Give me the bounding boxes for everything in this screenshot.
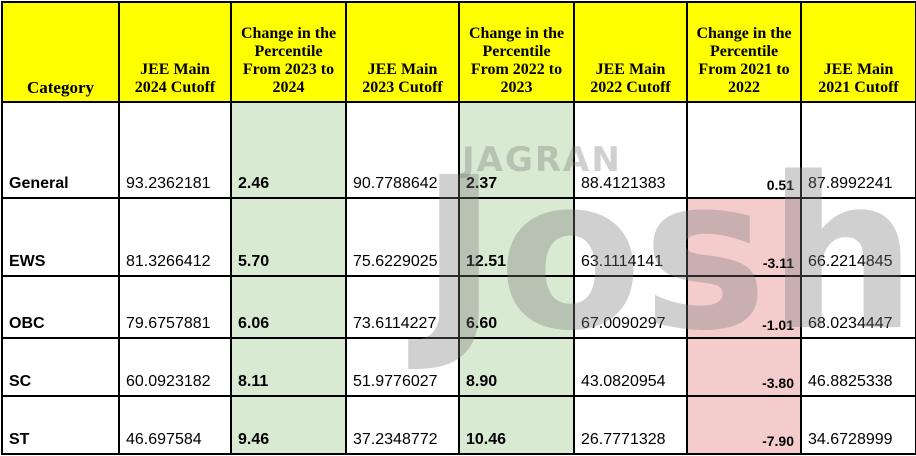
value-cell: 6.06 [230,275,347,339]
table-body: General 93.2362181 2.46 90.7788642 2.37 88.41… [1,101,916,455]
value-cell: 26.7771328 [573,395,688,455]
table-row: OBC 79.6757881 6.06 73.6114227 6.60 67.009029… [1,275,916,339]
header-row: Category JEE Main 2024 Cutoff Change in th… [1,1,916,103]
header-cell: JEE Main 2021 Cutoff [800,1,916,103]
value-cell: 87.8992241 [800,101,916,199]
category-cell: General [1,101,120,199]
value-cell: 43.0820954 [573,337,688,397]
value-cell: 37.2348772 [345,395,460,455]
value-cell: 75.6229025 [345,197,460,277]
category-cell: OBC [1,275,120,339]
value-cell: 66.2214845 [800,197,916,277]
value-cell: 46.697584 [118,395,232,455]
value-cell: 73.6114227 [345,275,460,339]
value-cell: 63.1114141 [573,197,688,277]
category-cell: ST [1,395,120,455]
header-cell: JEE Main 2023 Cutoff [345,1,460,103]
value-cell: 79.6757881 [118,275,232,339]
value-cell: 8.90 [458,337,575,397]
category-cell: EWS [1,197,120,277]
value-cell: 46.8825338 [800,337,916,397]
value-cell: -1.01 [686,275,802,339]
value-cell: 88.4121383 [573,101,688,199]
header-cell: Category [1,1,120,103]
table-row: General 93.2362181 2.46 90.7788642 2.37 88.41… [1,101,916,199]
header-cell: Change in the Percentile From 2023 to 20… [230,1,347,103]
header-cell: Change in the Percentile From 2022 to 20… [458,1,575,103]
table-row: EWS 81.3266412 5.70 75.6229025 12.51 63.11141… [1,197,916,277]
value-cell: 34.6728999 [800,395,916,455]
value-cell: 60.0923182 [118,337,232,397]
value-cell: 93.2362181 [118,101,232,199]
value-cell: 2.37 [458,101,575,199]
value-cell: -3.11 [686,197,802,277]
category-cell: SC [1,337,120,397]
value-cell: -7.90 [686,395,802,455]
value-cell: 2.46 [230,101,347,199]
value-cell: 67.0090297 [573,275,688,339]
value-cell: 81.3266412 [118,197,232,277]
header-cell: JEE Main 2024 Cutoff [118,1,232,103]
value-cell: 8.11 [230,337,347,397]
value-cell: 5.70 [230,197,347,277]
value-cell: 51.9776027 [345,337,460,397]
header-cell: JEE Main 2022 Cutoff [573,1,688,103]
value-cell: 12.51 [458,197,575,277]
value-cell: -3.80 [686,337,802,397]
value-cell: 9.46 [230,395,347,455]
value-cell: 68.0234447 [800,275,916,339]
value-cell: 10.46 [458,395,575,455]
table-row: ST 46.697584 9.46 37.2348772 10.46 26.7771328… [1,395,916,455]
header-cell: Change in the Percentile From 2021 to 20… [686,1,802,103]
value-cell: 90.7788642 [345,101,460,199]
table-row: SC 60.0923182 8.11 51.9776027 8.90 43.0820954… [1,337,916,397]
value-cell: 0.51 [686,101,802,199]
value-cell: 6.60 [458,275,575,339]
